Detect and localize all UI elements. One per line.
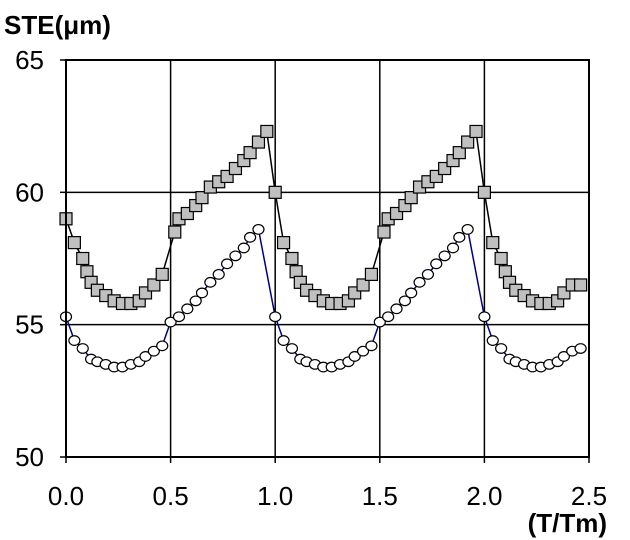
circle-data-point <box>461 223 474 235</box>
circle-data-point <box>68 335 81 346</box>
circle-data-point <box>229 250 242 262</box>
square-data-point <box>285 251 299 266</box>
circle-data-point <box>195 287 209 299</box>
circle-data-point <box>76 343 89 354</box>
y-tick-label: 65 <box>15 45 44 75</box>
circle-data-point <box>252 223 265 235</box>
square-data-point <box>356 278 370 292</box>
y-tick-labels: 50 55 60 65 <box>15 45 44 472</box>
circle-data-point <box>382 311 395 323</box>
x-tick-labels: 0.0 0.5 1.0 1.5 2.0 2.5 <box>48 481 607 511</box>
circle-data-point <box>478 311 491 323</box>
circle-data-point <box>390 303 403 315</box>
plot-frame <box>65 59 590 458</box>
square-data-point <box>404 191 418 205</box>
y-axis-label: STE(μm) <box>4 10 111 40</box>
square-data-point <box>486 236 500 250</box>
square-data-point <box>155 267 169 281</box>
circle-data-point <box>486 335 499 346</box>
square-data-point <box>364 267 379 281</box>
circle-data-point <box>269 311 282 323</box>
circle-data-point <box>348 351 361 362</box>
square-data-point <box>76 251 90 266</box>
y-tick-label: 50 <box>15 442 44 472</box>
square-data-point <box>377 225 391 239</box>
x-tick-label: 0.5 <box>153 481 189 511</box>
circle-data-point <box>430 258 443 270</box>
circle-data-point <box>495 343 508 354</box>
x-axis-label: (T/Tm) <box>528 508 607 538</box>
grid-lines <box>60 59 590 463</box>
circle-data-point <box>421 268 435 280</box>
x-tick-label: 2.5 <box>571 481 607 511</box>
circle-data-point <box>365 340 378 352</box>
square-data-point <box>268 185 282 199</box>
square-data-point <box>251 135 266 149</box>
circle-data-point <box>438 250 451 262</box>
circle-data-point <box>220 258 234 270</box>
square-data-point <box>67 236 81 250</box>
square-data-point <box>260 124 274 139</box>
x-tick-label: 1.5 <box>362 481 398 511</box>
series-lines <box>65 129 581 368</box>
x-tick-label: 0.0 <box>48 481 84 511</box>
circle-data-point <box>373 316 386 328</box>
square-data-point <box>147 278 161 292</box>
circle-data-point <box>398 295 412 307</box>
circle-data-point <box>356 345 370 357</box>
square-data-point <box>469 124 483 139</box>
square-data-point <box>168 225 182 239</box>
square-data-point <box>477 185 491 199</box>
circle-data-point <box>413 276 426 288</box>
circle-data-point <box>446 242 460 254</box>
circle-data-point <box>156 340 169 352</box>
series-markers <box>59 124 588 373</box>
circle-data-point <box>212 268 225 280</box>
y-tick-label: 60 <box>15 177 44 207</box>
square-data-point <box>452 146 466 160</box>
x-tick-label: 1.0 <box>257 481 293 511</box>
square-data-point <box>461 135 475 149</box>
y-tick-label: 55 <box>15 310 44 340</box>
circle-data-point <box>181 303 194 315</box>
circle-data-point <box>189 295 202 307</box>
x-tick-label: 2.0 <box>466 481 502 511</box>
circle-data-point <box>405 287 418 299</box>
circle-data-point <box>204 276 217 288</box>
circle-data-point <box>285 343 299 354</box>
circle-data-point <box>277 335 290 346</box>
square-data-point <box>243 146 257 160</box>
square-data-point <box>574 278 588 292</box>
circle-data-point <box>453 231 466 243</box>
circle-data-point <box>164 316 177 328</box>
circle-data-point <box>172 311 186 323</box>
circle-data-point <box>557 351 570 362</box>
square-data-point <box>494 251 508 266</box>
circle-data-point <box>237 242 250 254</box>
square-data-point <box>195 191 209 205</box>
circle-data-point <box>243 231 257 243</box>
circle-data-point <box>574 343 587 354</box>
square-data-point <box>276 236 291 250</box>
circle-data-point <box>147 345 160 357</box>
circle-data-point <box>139 351 152 362</box>
